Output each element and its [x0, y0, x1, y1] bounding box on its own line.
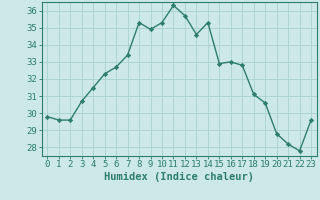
- X-axis label: Humidex (Indice chaleur): Humidex (Indice chaleur): [104, 172, 254, 182]
